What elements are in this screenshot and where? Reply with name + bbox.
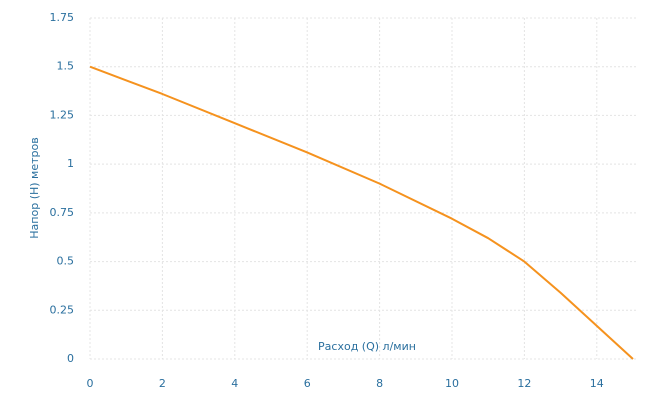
y-tick-label: 0.75: [50, 206, 75, 219]
y-tick-label: 1.75: [50, 11, 75, 24]
y-tick-label: 1: [67, 157, 74, 170]
y-tick-label: 0.5: [57, 255, 75, 268]
line: [89, 65, 634, 360]
x-axis-label: Расход (Q) л/мин: [318, 340, 416, 353]
x-tick-label: 2: [159, 377, 166, 390]
x-tick-label: 10: [445, 377, 459, 390]
x-tick-label: 0: [87, 377, 94, 390]
x-tick-label: 12: [517, 377, 531, 390]
y-axis-label: Напор (H) метров: [28, 137, 41, 238]
y-tick-label: 0.25: [50, 303, 75, 316]
x-tick-label: 4: [231, 377, 238, 390]
x-tick-label: 6: [304, 377, 311, 390]
y-tick-label: 0: [67, 352, 74, 365]
x-tick-label: 8: [376, 377, 383, 390]
y-tick-label: 1.25: [50, 108, 75, 121]
y-tick-label: 1.5: [57, 60, 75, 73]
x-tick-label: 14: [590, 377, 604, 390]
